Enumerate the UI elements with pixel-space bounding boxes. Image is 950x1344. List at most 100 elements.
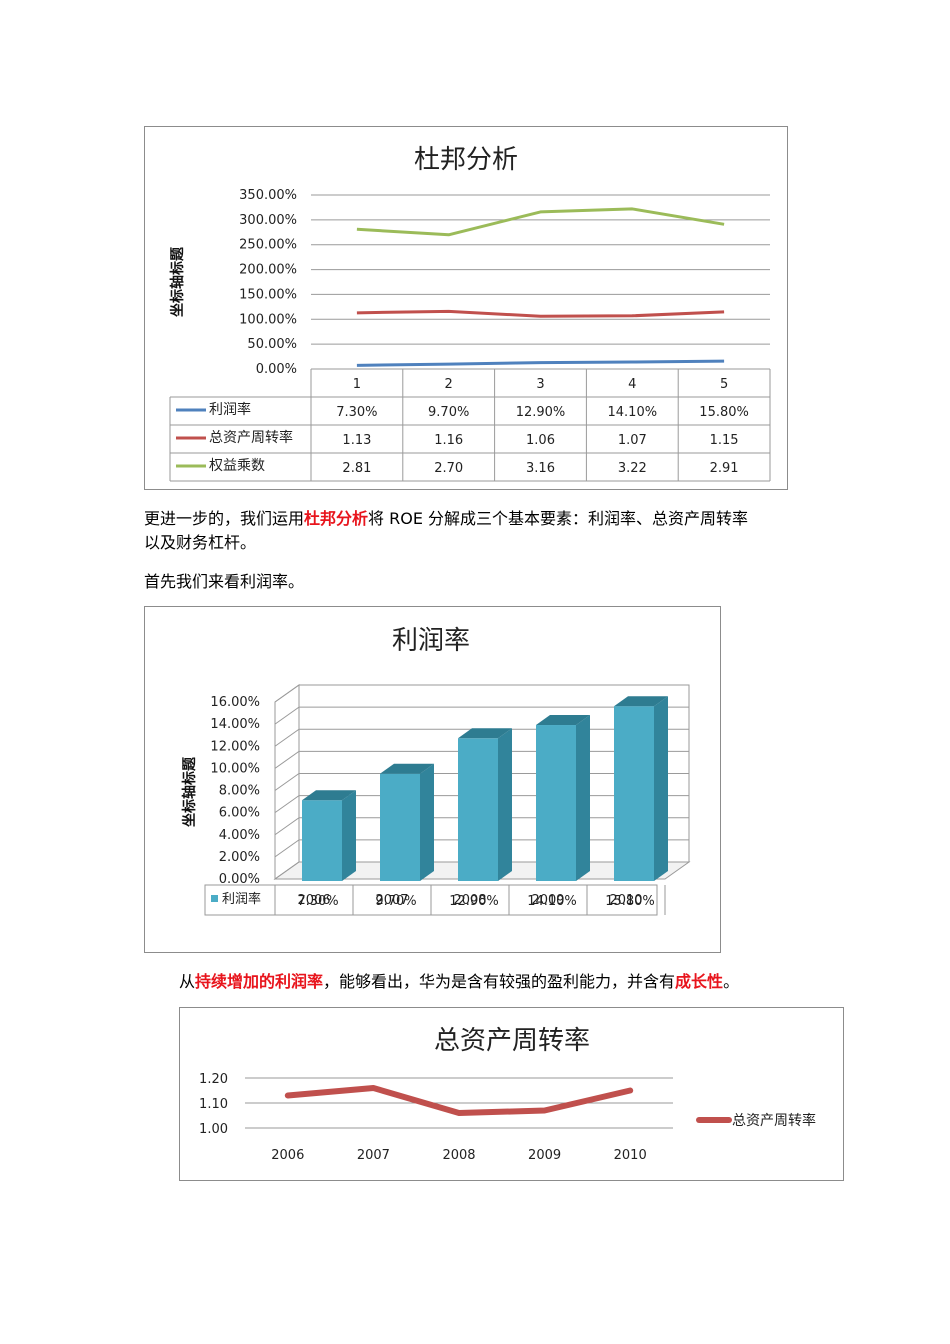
legend-label: 利润率 <box>222 891 261 907</box>
x-category-label: 2006 <box>297 893 330 908</box>
x-category-label: 2007 <box>375 893 408 908</box>
data-value-label: 2.91 <box>710 461 739 476</box>
paragraph-text: ，能够看出，华为是含有较强的盈利能力，并含有 <box>323 972 676 991</box>
y-tick-label: 8.00% <box>219 784 260 799</box>
y-tick-label: 10.00% <box>210 761 260 776</box>
series-line <box>356 309 725 318</box>
x-category-label: 2009 <box>531 893 564 908</box>
x-category-label: 5 <box>720 377 728 392</box>
bar-top <box>458 728 512 739</box>
profit-chart-frame: 利润率 坐标轴标题 0.00% 2.00% 4.00% 6.00% 8.00% 10.00% 1… <box>144 606 721 953</box>
paragraph-dupont-intro-line2: 以及财务杠杆。 <box>144 533 257 552</box>
y-tick-label: 300.00% <box>239 213 297 228</box>
bar-side <box>576 715 590 881</box>
x-category-label: 2007 <box>357 1148 390 1163</box>
paragraph-text: 。 <box>723 972 740 991</box>
series-line <box>284 1085 634 1116</box>
bar-top <box>614 696 668 707</box>
chart-title: 总资产周转率 <box>434 1026 590 1056</box>
x-category-label: 2010 <box>609 893 642 908</box>
data-value-label: 12.90% <box>516 405 566 420</box>
paragraph-text: 从 <box>179 972 196 991</box>
gridline <box>274 706 689 725</box>
data-value-label: 7.30% <box>297 894 338 909</box>
y-tick-label: 250.00% <box>239 238 297 253</box>
y-axis-title: 坐标轴标题 <box>181 756 198 827</box>
paragraph-profit-conclusion: 从持续增加的利润率，能够看出，华为是含有较强的盈利能力，并含有成长性。 <box>179 970 739 994</box>
y-tick-label: 16.00% <box>210 695 260 710</box>
paragraph-text: 将 ROE 分解成三个基本要素：利润率、总资产周转率 <box>368 509 749 528</box>
data-value-label: 3.16 <box>526 461 555 476</box>
chart-title: 利润率 <box>392 626 470 656</box>
y-tick-label: 1.10 <box>199 1097 228 1112</box>
bar-side <box>654 696 668 881</box>
y-tick-label: 12.00% <box>210 739 260 754</box>
x-category-label: 2008 <box>453 893 486 908</box>
bar-front <box>380 773 420 881</box>
y-tick-label: 14.00% <box>210 717 260 732</box>
data-value-label: 15.80% <box>699 405 749 420</box>
dupont-chart-frame: 杜邦分析 坐标轴标题 0.00% 50.00% 100.00% 150.00% 200.00… <box>144 126 788 490</box>
data-table: 1 2 3 4 5 利润率 7.30% 9.70% 12.90% 14.10% 15.80% 总资产周… <box>169 368 771 482</box>
data-value-label: 12.90% <box>449 894 499 909</box>
bar-front <box>458 738 498 881</box>
chart-title: 杜邦分析 <box>414 145 518 175</box>
legend-label: 总资产周转率 <box>732 1112 816 1129</box>
y-tick-label: 1.00 <box>199 1122 228 1137</box>
asset-turnover-chart: 总资产周转率 1.00 1.10 1.20 2006 2007 2008 2009 2010 总资… <box>199 1026 816 1163</box>
data-value-label: 14.10% <box>527 894 577 909</box>
x-category-label: 2009 <box>528 1148 561 1163</box>
bar-top <box>536 715 590 726</box>
x-category-label: 1 <box>353 377 361 392</box>
data-value-label: 15.80% <box>605 894 655 909</box>
bar-top <box>302 790 356 801</box>
x-category-label: 4 <box>628 377 636 392</box>
x-category-label: 2 <box>445 377 453 392</box>
bar-front <box>614 706 654 881</box>
data-value-label: 1.16 <box>434 433 463 448</box>
data-value-label: 7.30% <box>336 405 377 420</box>
data-value-label: 2.81 <box>342 461 371 476</box>
series-line <box>356 207 725 237</box>
paragraph-text: 更进一步的，我们运用 <box>144 509 305 528</box>
paragraph-profit-intro: 首先我们来看利润率。 <box>144 572 305 591</box>
legend-label: 总资产周转率 <box>209 429 293 446</box>
paragraph-dupont-intro: 更进一步的，我们运用杜邦分析将 ROE 分解成三个基本要素：利润率、总资产周转率 <box>144 507 748 531</box>
bar-top <box>380 763 434 774</box>
x-category-label: 2006 <box>271 1148 304 1163</box>
y-tick-label: 350.00% <box>239 188 297 203</box>
x-category-label: 2008 <box>442 1148 475 1163</box>
data-value-label: 1.07 <box>618 433 647 448</box>
data-value-label: 1.06 <box>526 433 555 448</box>
highlight-growth: 成长性 <box>675 972 724 991</box>
y-tick-label: 150.00% <box>239 287 297 302</box>
x-category-label: 2010 <box>614 1148 647 1163</box>
data-value-label: 9.70% <box>428 405 469 420</box>
y-tick-label: 2.00% <box>219 850 260 865</box>
series-line <box>356 359 725 367</box>
gridline <box>274 684 689 703</box>
y-tick-label: 50.00% <box>247 337 297 352</box>
bar-side <box>342 790 356 881</box>
bar-side <box>420 763 434 881</box>
bar-side <box>498 728 512 881</box>
y-tick-label: 0.00% <box>219 872 260 887</box>
data-value-label: 1.15 <box>710 433 739 448</box>
bar-front <box>302 800 342 881</box>
bar-front <box>536 725 576 881</box>
highlight-increasing-profit: 持续增加的利润率 <box>195 972 324 991</box>
y-axis-title: 坐标轴标题 <box>169 246 186 317</box>
data-value-label: 1.13 <box>342 433 371 448</box>
data-value-label: 14.10% <box>608 405 658 420</box>
data-value-label: 2.70 <box>434 461 463 476</box>
data-value-label: 3.22 <box>618 461 647 476</box>
y-tick-label: 1.20 <box>199 1072 228 1087</box>
y-tick-label: 100.00% <box>239 312 297 327</box>
highlight-dupont: 杜邦分析 <box>304 509 369 528</box>
y-tick-label: 4.00% <box>219 828 260 843</box>
y-tick-label: 200.00% <box>239 263 297 278</box>
turnover-chart-frame: 总资产周转率 1.00 1.10 1.20 2006 2007 2008 2009 2010 总资… <box>179 1007 844 1181</box>
legend-label: 利润率 <box>209 401 251 418</box>
